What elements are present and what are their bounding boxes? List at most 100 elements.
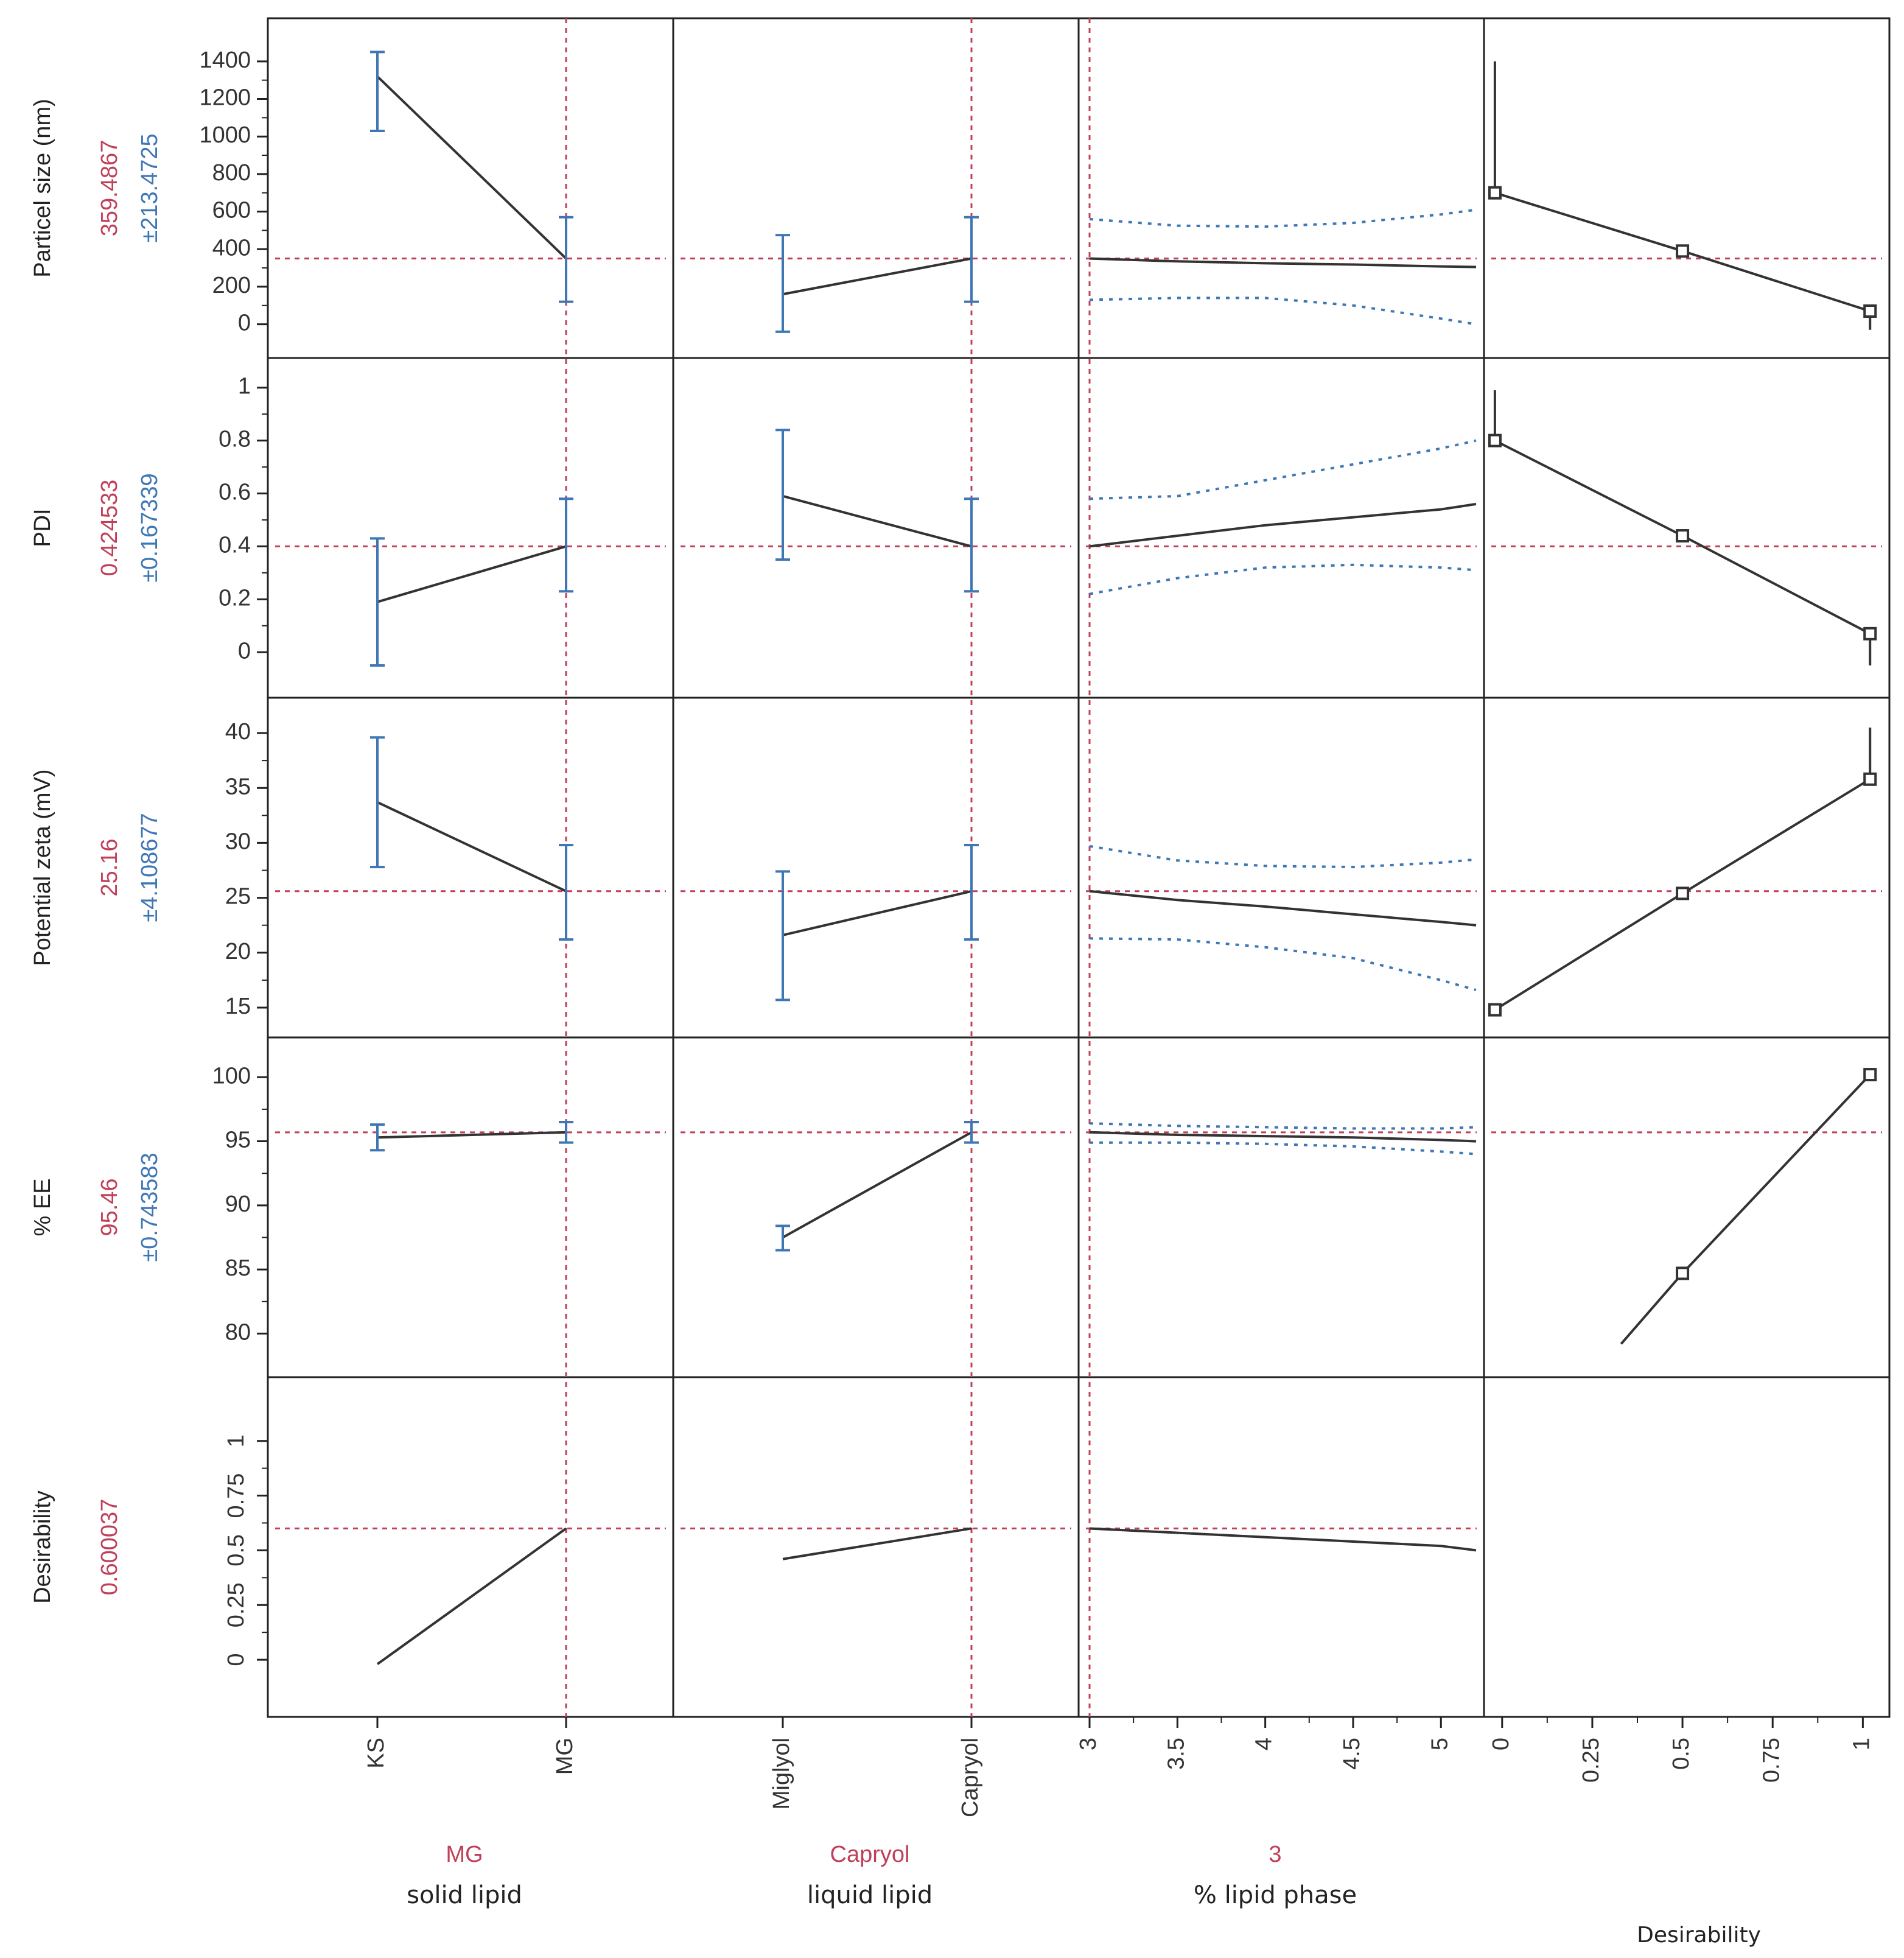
lipid-phase-ci-upper — [1089, 1122, 1477, 1130]
desirability-handle — [1676, 244, 1690, 258]
y-tick-label: 90 — [225, 1191, 251, 1217]
y-tick-label: 80 — [225, 1319, 251, 1345]
desirability-handle — [1488, 433, 1502, 447]
x-tick-label: Capryol — [957, 1738, 983, 1817]
x-tick-label: MG — [552, 1738, 578, 1775]
y-tick-label: 400 — [212, 235, 251, 261]
y-tick-label: 1 — [238, 374, 251, 399]
lipid-phase-ci-lower — [1090, 1141, 1477, 1156]
panel-frame — [1483, 697, 1891, 1039]
panel-frame — [672, 17, 1080, 359]
solid-profile-line — [377, 801, 567, 893]
y-tick-label: 0.2 — [219, 585, 251, 611]
factor-title: liquid lipid — [807, 1881, 933, 1909]
panel-frame — [1483, 1036, 1891, 1378]
y-tick-label: 1400 — [199, 47, 251, 73]
x-tick-label: 0.25 — [1578, 1738, 1604, 1783]
y-tick-label: 0.8 — [219, 427, 251, 452]
response-ci: ±213.4725 — [137, 133, 163, 242]
x-tick-label: 0 — [1488, 1738, 1514, 1750]
panel-frame — [1483, 1376, 1891, 1718]
response-name: Particel size (nm) — [30, 99, 55, 278]
x-tick-label: 3 — [1076, 1738, 1101, 1750]
y-tick-label: 95 — [225, 1128, 251, 1153]
desirability-function-line — [1620, 1073, 1871, 1345]
y-tick-label: 0 — [223, 1654, 249, 1666]
lipid-phase-profile-line — [1089, 890, 1477, 927]
panel-frame — [267, 357, 674, 699]
desirability-function-line — [1493, 390, 1872, 665]
panel-frame — [1483, 17, 1891, 359]
solid-profile-line — [377, 545, 567, 603]
desirability-handle — [1488, 186, 1502, 200]
y-tick-label: 600 — [212, 198, 251, 223]
panel-frame — [1077, 1036, 1485, 1378]
desirability-handle — [1676, 1266, 1690, 1280]
response-current-value: 25.16 — [97, 838, 122, 896]
lipid-phase-ci-lower — [1089, 297, 1477, 326]
lipid-phase-profile-line — [1089, 502, 1477, 548]
y-tick-label: 20 — [225, 939, 251, 964]
panel-frame — [672, 357, 1080, 699]
factor-title: % lipid phase — [1194, 1881, 1357, 1909]
lipid-phase-ci-lower — [1089, 937, 1477, 992]
x-tick-label: 0.75 — [1759, 1738, 1784, 1783]
y-tick-label: 0.4 — [219, 532, 251, 558]
panel-frame — [672, 1376, 1080, 1718]
y-tick-label: 1200 — [199, 85, 251, 111]
panel-frame — [267, 1376, 674, 1718]
y-tick-label: 1000 — [199, 122, 251, 148]
y-tick-label: 15 — [225, 994, 251, 1019]
y-tick-label: 30 — [225, 829, 251, 854]
factor-title: solid lipid — [407, 1881, 522, 1909]
desirability-handle — [1863, 1068, 1877, 1082]
desirability-function-line — [1494, 728, 1872, 1011]
lipid-phase-ci-upper — [1089, 844, 1477, 869]
x-tick-label: 4.5 — [1339, 1738, 1365, 1770]
lipid-phase-profile-line — [1089, 1527, 1477, 1552]
liquid-profile-line — [782, 1131, 972, 1239]
desirability-handle — [1863, 626, 1877, 640]
x-tick-label: 4 — [1251, 1738, 1277, 1750]
y-tick-label: 100 — [212, 1063, 251, 1089]
factor-current-value: MG — [446, 1842, 483, 1867]
x-tick-label: Miglyol — [769, 1738, 794, 1809]
y-tick-label: 85 — [225, 1255, 251, 1281]
response-name: Potential zeta (mV) — [30, 769, 55, 966]
panel-frame — [1077, 17, 1485, 359]
liquid-profile-line — [782, 494, 972, 548]
lipid-phase-profile-line — [1089, 1131, 1477, 1143]
desirability-handle — [1676, 886, 1690, 900]
x-tick-label: 0.5 — [1668, 1738, 1694, 1770]
solid-profile-line — [376, 1527, 567, 1665]
response-ci: ±0.167339 — [137, 473, 163, 582]
solid-profile-line — [376, 75, 567, 260]
panel-frame — [267, 1036, 674, 1378]
liquid-profile-line — [782, 1527, 972, 1560]
desirability-handle — [1488, 1003, 1502, 1017]
x-tick-label: 1 — [1849, 1738, 1874, 1750]
y-tick-label: 35 — [225, 774, 251, 799]
y-tick-label: 0 — [238, 638, 251, 664]
solid-profile-line — [377, 1131, 567, 1139]
y-tick-label: 1 — [223, 1434, 249, 1447]
response-current-value: 0.600037 — [97, 1499, 122, 1596]
x-tick-label: 3.5 — [1163, 1738, 1189, 1770]
y-tick-label: 0.75 — [223, 1473, 249, 1518]
response-name: % EE — [30, 1178, 55, 1236]
response-current-value: 0.424533 — [97, 480, 122, 577]
response-name: Desirability — [30, 1490, 55, 1604]
y-tick-label: 200 — [212, 273, 251, 298]
panel-frame — [267, 17, 674, 359]
lipid-phase-ci-upper — [1089, 439, 1477, 500]
response-ci: ±0.743583 — [137, 1153, 163, 1261]
lipid-phase-profile-line — [1089, 257, 1477, 268]
y-tick-label: 800 — [212, 160, 251, 186]
y-tick-label: 0.6 — [219, 480, 251, 505]
lipid-phase-ci-lower — [1089, 563, 1477, 595]
response-ci: ±4.108677 — [137, 813, 163, 922]
y-tick-label: 40 — [225, 719, 251, 745]
x-tick-label: 5 — [1427, 1738, 1452, 1750]
panel-frame — [267, 697, 674, 1039]
